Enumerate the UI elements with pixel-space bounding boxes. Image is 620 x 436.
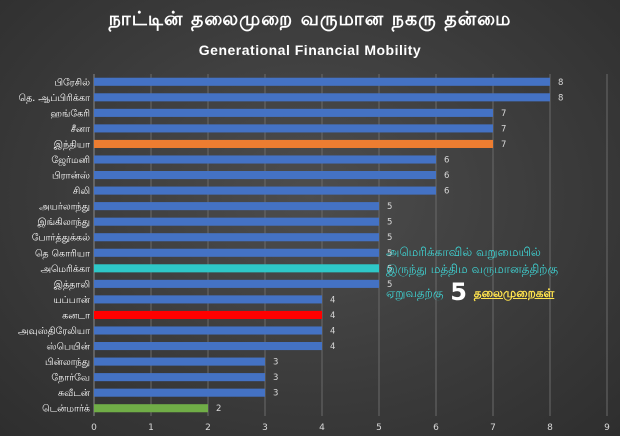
data-label: 4 [330,311,335,321]
bar [94,171,436,180]
bar [94,233,379,242]
bar [94,248,379,257]
bar [94,124,493,133]
data-label: 3 [273,358,278,368]
data-label: 5 [387,233,392,243]
bar [94,264,379,273]
x-tick-label: 6 [433,423,439,433]
category-label: சுவீடன் [58,388,91,399]
data-label: 6 [444,156,449,166]
bar [94,342,322,351]
data-label: 8 [558,78,563,88]
bar [94,295,322,304]
data-label: 3 [273,373,278,383]
annotation-prefix: ஏறுவதற்கு [386,286,444,300]
x-tick-label: 3 [262,423,268,433]
data-label: 2 [216,404,221,414]
data-label: 5 [387,264,392,274]
x-tick-label: 8 [547,423,553,433]
x-tick-label: 2 [205,423,211,433]
category-label: அயர்லாந்து [39,202,90,213]
category-label: அவுஸ்திரேலியா [18,326,91,337]
bar [94,139,493,148]
category-label: சிலி [73,186,90,197]
category-label: நோர்வே [51,373,90,384]
bar [94,202,379,211]
data-label: 5 [387,218,392,228]
annotation-suffix: தலைமுறைகள் [473,286,555,300]
data-label: 3 [273,389,278,399]
category-label: பின்லாந்து [45,357,90,368]
x-tick-label: 4 [319,423,325,433]
category-label: தெ கொரியா [35,248,91,259]
bar [94,93,550,102]
bar [94,279,379,288]
data-label: 4 [330,327,335,337]
data-label: 5 [387,202,392,212]
category-label: இந்தியா [54,139,91,150]
x-tick-label: 9 [604,423,610,433]
category-label: பிரேசில் [54,77,90,88]
bar [94,357,265,366]
category-label: சீனா [71,124,91,135]
bar [94,77,550,86]
annotation-line-3: ஏறுவதற்கு 5 தலைமுறைகள் [386,280,616,304]
category-label: யப்பான் [54,295,91,306]
annotation-number: 5 [450,278,467,306]
data-label: 4 [330,295,335,305]
category-label: ஸ்பெயின் [46,342,90,353]
bar [94,310,322,319]
data-label: 7 [501,109,506,119]
category-label: பிரான்ஸ் [52,171,91,182]
annotation-line-1: அமெரிக்காவில் வறுமையில் [386,245,541,259]
category-label: கனடா [62,310,91,321]
data-label: 6 [444,171,449,181]
x-tick-label: 1 [148,423,154,433]
category-label: ஜேர்மனி [51,155,90,166]
chart-title: நாட்டின் தலைமுறை வருமான நகரு தன்மை [108,8,512,30]
data-label: 5 [387,249,392,259]
x-tick-label: 0 [91,423,97,433]
data-label: 7 [501,124,506,134]
category-label: ஹங்கேரி [50,108,90,119]
bar [94,404,208,413]
bar [94,388,265,397]
bar [94,155,436,164]
category-label: டென்மார்க் [42,404,90,415]
x-tick-label: 7 [490,423,496,433]
category-label: தெ. ஆப்பிரிக்கா [19,93,91,104]
annotation-text: அமெரிக்காவில் வறுமையில் இருந்து மத்திம வ… [386,244,616,304]
data-label: 6 [444,187,449,197]
category-label: இங்கிலாந்து [37,217,90,228]
category-label: இத்தாலி [54,279,91,290]
data-label: 8 [558,93,563,103]
chart-subtitle: Generational Financial Mobility [198,42,422,58]
category-label: அமெரிக்கா [40,264,91,275]
data-label: 7 [501,140,506,150]
bar [94,373,265,382]
bar [94,326,322,335]
category-label: போர்த்துக்கல் [32,233,90,244]
data-label: 5 [387,280,392,290]
bar [94,217,379,226]
bar [94,108,493,117]
bar [94,186,436,195]
x-tick-label: 5 [376,423,382,433]
data-label: 4 [330,342,335,352]
annotation-line-2: இருந்து மத்திம வருமானத்திற்கு [386,262,559,276]
